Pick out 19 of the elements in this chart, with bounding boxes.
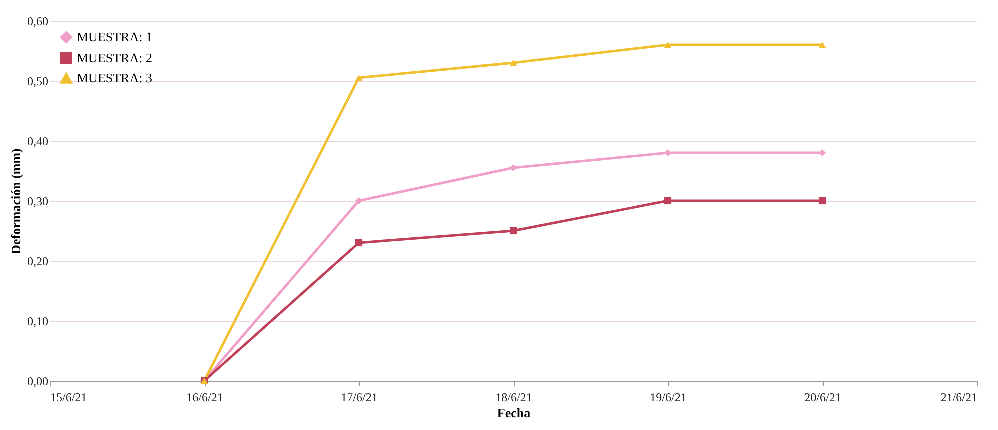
- y-axis-title: Deformación (mm): [8, 148, 24, 254]
- x-tick-label: 20/6/21: [804, 390, 842, 404]
- legend-label: MUESTRA: 1: [77, 30, 152, 44]
- y-tick-label: 0,40: [28, 134, 48, 148]
- x-tick-label: 15/6/21: [50, 390, 88, 404]
- legend-label: MUESTRA: 2: [77, 50, 152, 66]
- y-tick-label: 0,20: [28, 254, 48, 268]
- y-tick-label: 0,30: [28, 194, 48, 208]
- y-tick-label: 0,50: [28, 74, 48, 88]
- x-tick-label: 19/6/21: [650, 390, 687, 404]
- x-tick-label: 21/6/21: [940, 390, 978, 404]
- y-tick-label: 0,10: [28, 314, 48, 328]
- legend-label: MUESTRA: 3: [77, 70, 152, 86]
- x-tick-label: 17/6/21: [341, 390, 378, 404]
- y-tick-label: 0,60: [28, 14, 48, 28]
- x-axis-title: Fecha: [497, 406, 532, 420]
- x-tick-label: 18/6/21: [496, 390, 532, 404]
- y-tick-label: 0,00: [28, 374, 48, 388]
- x-tick-label: 16/6/21: [186, 390, 224, 404]
